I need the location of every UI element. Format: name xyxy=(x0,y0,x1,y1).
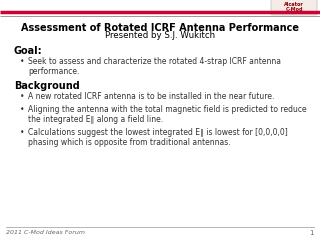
Text: •: • xyxy=(20,92,25,101)
Text: •: • xyxy=(20,105,25,114)
Text: Assessment of Rotated ICRF Antenna Performance: Assessment of Rotated ICRF Antenna Perfo… xyxy=(21,23,299,33)
Text: Calculations suggest the lowest integrated E∥ is lowest for [0,0,0,0]
phasing wh: Calculations suggest the lowest integrat… xyxy=(28,128,288,147)
Text: A new rotated ICRF antenna is to be installed in the near future.: A new rotated ICRF antenna is to be inst… xyxy=(28,92,274,101)
Text: Background: Background xyxy=(14,81,80,91)
Text: Aligning the antenna with the total magnetic field is predicted to reduce
the in: Aligning the antenna with the total magn… xyxy=(28,105,307,124)
Text: Goal:: Goal: xyxy=(14,46,43,56)
Text: 1: 1 xyxy=(309,230,314,236)
Text: Alcator
C-Mod: Alcator C-Mod xyxy=(284,2,304,12)
Text: •: • xyxy=(20,128,25,137)
FancyBboxPatch shape xyxy=(271,0,317,15)
Text: •: • xyxy=(20,57,25,66)
Text: Seek to assess and characterize the rotated 4-strap ICRF antenna
performance.: Seek to assess and characterize the rota… xyxy=(28,57,281,76)
Text: Presented by S.J. Wukitch: Presented by S.J. Wukitch xyxy=(105,31,215,41)
Text: 2011 C-Mod Ideas Forum: 2011 C-Mod Ideas Forum xyxy=(6,230,85,235)
Text: :: : xyxy=(67,81,70,91)
